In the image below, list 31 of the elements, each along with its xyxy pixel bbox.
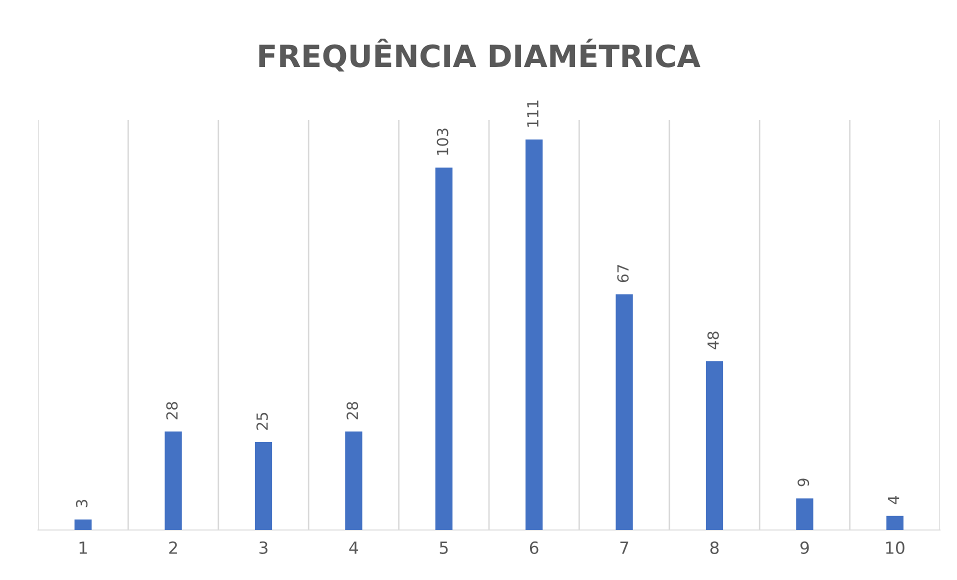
- bar: [526, 140, 543, 530]
- data-label: 9: [798, 478, 810, 486]
- x-tick-label: 6: [530, 541, 538, 554]
- x-tick-label: 10: [886, 541, 904, 554]
- x-tick-label: 8: [710, 541, 719, 554]
- bar: [616, 294, 633, 530]
- x-tick-label: 2: [169, 541, 177, 554]
- bar: [796, 498, 814, 530]
- bar: [74, 519, 92, 530]
- chart-title: FREQUÊNCIA DIAMÉTRICA: [259, 38, 700, 72]
- data-label: 28: [346, 402, 358, 420]
- bar: [435, 168, 452, 530]
- x-tick-label: 5: [440, 542, 448, 554]
- data-label: 48: [707, 332, 719, 350]
- x-tick-label: 1: [80, 542, 87, 554]
- x-tick-label: 9: [800, 541, 809, 554]
- bar: [345, 432, 362, 530]
- data-label: 103: [436, 128, 448, 155]
- bar: [706, 361, 724, 530]
- data-label: 67: [617, 265, 629, 282]
- bar: [164, 432, 182, 530]
- bar: [886, 516, 904, 530]
- bar: [254, 442, 272, 530]
- data-label: 111: [527, 100, 538, 127]
- data-label: 4: [888, 496, 900, 504]
- data-label: 28: [166, 402, 178, 420]
- data-label: 25: [256, 412, 268, 430]
- data-label: 3: [76, 500, 88, 508]
- x-tick-label: 4: [349, 542, 358, 554]
- x-tick-label: 3: [259, 541, 268, 554]
- x-tick-label: 7: [620, 542, 628, 554]
